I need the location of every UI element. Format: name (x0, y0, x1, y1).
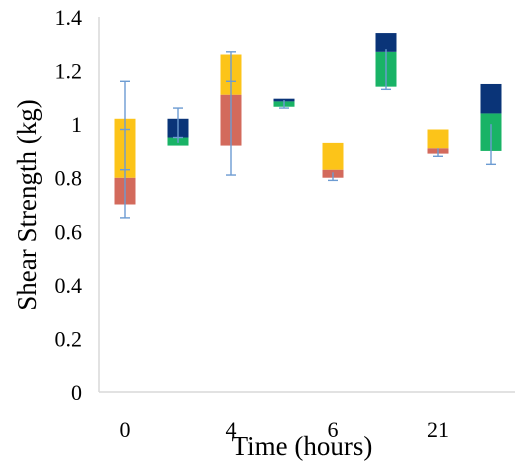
x-tick-label: 6 (328, 417, 339, 442)
y-tick-label: 1 (71, 112, 82, 137)
y-tick-label: 0.4 (55, 273, 83, 298)
x-axis-title: Time (hours) (232, 431, 373, 461)
y-tick-label: 1.4 (55, 5, 83, 30)
y-tick-label: 0 (71, 380, 82, 405)
box-upper-segment (322, 142, 344, 170)
x-tick-label: 4 (226, 417, 237, 442)
box-upper-segment (480, 83, 502, 114)
box-series (114, 33, 502, 205)
whisker-series (120, 49, 496, 219)
y-tick-label: 0.2 (55, 326, 83, 351)
x-axis-tick-labels: 0 4 6 21 (120, 417, 450, 442)
box-upper-segment (375, 33, 397, 52)
x-tick-label: 21 (427, 417, 449, 442)
x-tick-label: 0 (120, 417, 131, 442)
y-tick-label: 1.2 (55, 59, 83, 84)
box-upper-segment (427, 129, 449, 149)
y-tick-label: 0.6 (55, 219, 83, 244)
y-tick-label: 0.8 (55, 166, 83, 191)
y-axis-title: Shear Strength (kg) (12, 99, 42, 310)
y-axis-tick-labels: 0 0.2 0.4 0.6 0.8 1 1.2 1.4 (55, 5, 83, 405)
